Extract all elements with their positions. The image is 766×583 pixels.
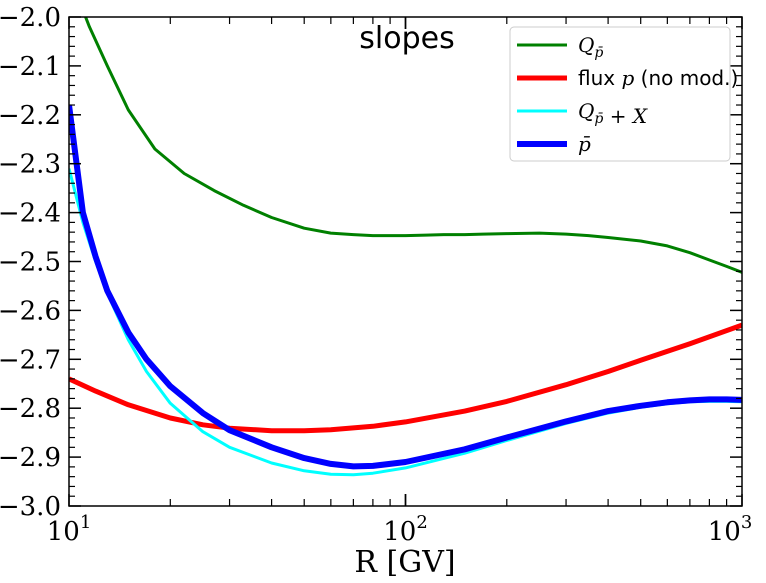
y-tick-label: −2.5: [0, 248, 61, 278]
y-tick-label: −2.3: [0, 150, 61, 180]
plot-frame: [68, 16, 743, 507]
x-tick-labels: 101 102 103: [47, 512, 753, 547]
series-line-pbar: [69, 104, 742, 470]
legend-label-q-pbar: Qp̄: [578, 33, 604, 61]
legend-box: [509, 26, 731, 162]
y-tick-label: −2.2: [0, 101, 61, 131]
legend-label-flux-p: flux p (no mod.): [578, 66, 738, 90]
legend: Qp̄ flux p (no mod.) Qp̄ + X p̄: [509, 26, 738, 162]
chart-title: slopes: [359, 21, 454, 56]
legend-label-q-pbar-x: Qp̄ + X: [578, 99, 648, 128]
y-tick-label: −2.9: [0, 443, 61, 473]
x-axis-label: R [GV]: [354, 545, 455, 580]
y-tick-label: −2.6: [0, 296, 61, 326]
x-tick-label: 103: [708, 512, 753, 547]
y-tick-label: −3.0: [0, 492, 61, 522]
series-layer: [69, 17, 742, 477]
legend-label-pbar: p̄: [578, 132, 591, 156]
y-tick-label: −2.0: [0, 3, 61, 33]
series-line-q-pbar-x: [69, 168, 742, 477]
y-tick-label: −2.1: [0, 52, 61, 82]
x-tick-label: 102: [383, 512, 428, 547]
x-tick-label: 101: [47, 512, 92, 547]
series-line-flux-p: [69, 322, 742, 434]
y-tick-label: −2.8: [0, 394, 61, 424]
y-tick-labels: −2.0 −2.1 −2.2 −2.3 −2.4 −2.5 −2.6 −2.7 −2.8 −2.9…: [0, 3, 61, 522]
y-tick-label: −2.7: [0, 345, 61, 375]
y-tick-label: −2.4: [0, 199, 61, 229]
series-line-q-pbar: [83, 17, 742, 274]
